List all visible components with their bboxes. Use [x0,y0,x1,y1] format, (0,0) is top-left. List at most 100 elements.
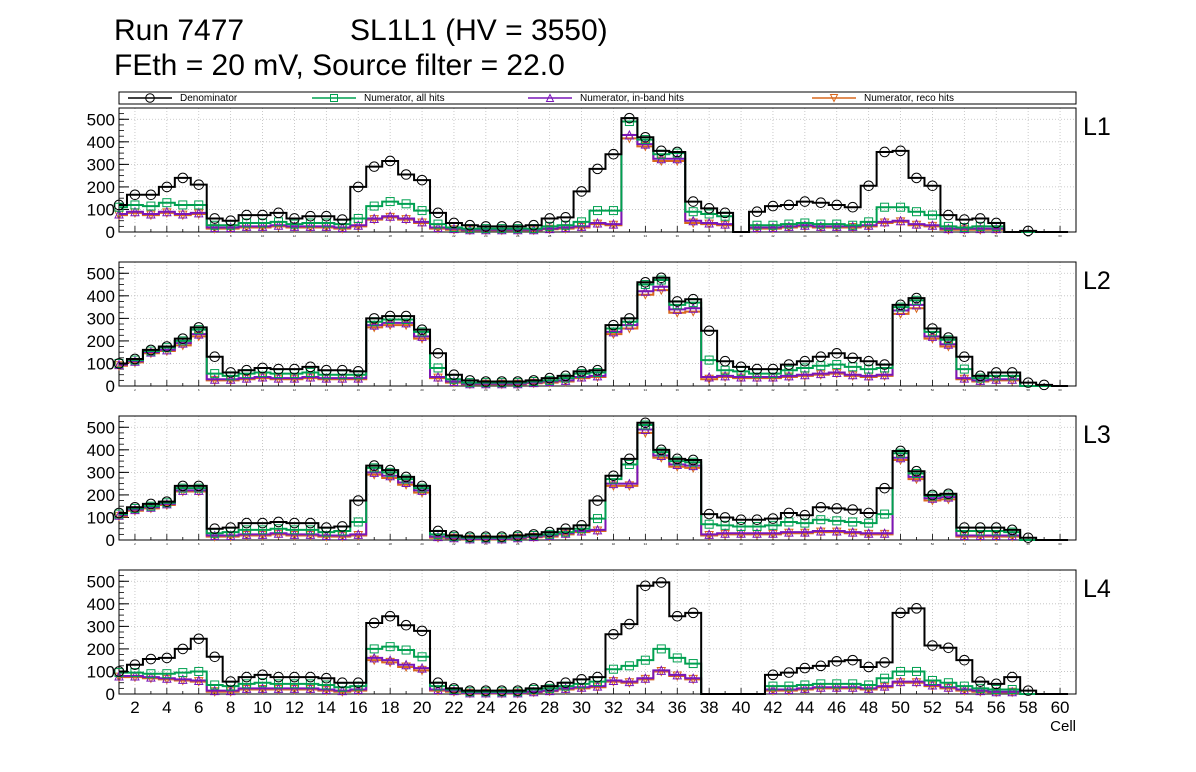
data-point [512,378,523,389]
data-point [193,209,204,220]
data-point [768,371,778,382]
data-point [161,652,173,664]
x-tick-label: 26 [516,388,520,392]
data-point [959,684,970,694]
data-point [768,528,778,538]
data-point [464,219,476,231]
legend-marker [545,93,555,102]
data-point [815,682,826,692]
data-point [368,460,380,471]
data-point [193,322,205,333]
data-point [990,678,1002,690]
data-point [289,679,299,689]
data-point [752,528,762,538]
data-point [592,682,603,693]
data-point [464,685,476,696]
x-tick-label: 42 [771,542,775,546]
data-point [369,201,379,211]
legend-entry: Numerator, reco hits [812,93,954,104]
data-point [289,529,300,539]
data-point [496,224,507,235]
data-point [162,673,172,683]
x-tick-label: 46 [835,388,839,392]
data-point [800,518,810,528]
data-point [911,474,922,485]
data-point [352,181,364,193]
data-point [337,222,348,232]
x-tick-label: 28 [540,698,559,717]
data-point [321,686,332,696]
data-point [768,681,778,691]
data-point [1007,374,1018,384]
data-point [209,213,220,224]
data-point [783,507,795,519]
data-point [608,478,619,489]
data-point [480,531,492,542]
data-point [385,317,395,328]
data-point [1006,524,1018,536]
data-point [815,221,826,231]
data-point [959,681,969,691]
data-point [784,370,794,381]
data-point [975,213,986,224]
data-point [305,367,315,377]
data-point [305,679,315,689]
data-point [640,276,651,288]
data-point [687,293,699,305]
x-tick-label: 10 [261,542,265,546]
data-point [544,223,555,234]
data-point [241,530,252,541]
data-point [273,220,284,230]
data-point [688,207,698,217]
x-tick-label: 6 [198,234,200,238]
x-tick-label: 56 [995,388,999,392]
data-point [879,369,890,380]
x-tick-label: 18 [381,698,400,717]
x-tick-label: 28 [548,388,552,392]
data-point [959,364,969,374]
data-point [703,325,715,337]
data-point [911,676,922,687]
data-point [241,684,252,695]
data-point [879,528,890,538]
data-point [927,334,938,344]
data-point [352,677,364,689]
x-tick-label: 12 [285,698,304,717]
data-point [895,215,906,226]
x-axis-label: Cell [1050,718,1076,735]
y-tick-label: 0 [106,531,115,550]
y-tick-label: 300 [87,617,115,636]
legend-label: Denominator [180,93,238,104]
y-tick-label: 100 [87,354,115,373]
x-tick-label: 34 [636,698,655,717]
data-point [624,453,635,465]
data-point [784,684,794,694]
data-point [687,607,699,619]
data-point [528,377,539,388]
data-point [273,207,284,219]
data-point [656,153,667,164]
data-point [130,668,140,678]
data-point [177,480,189,492]
series-denominator [113,577,1069,696]
x-tick-label: 10 [253,698,272,717]
data-point [608,677,619,687]
data-point [640,417,651,429]
data-point [369,655,380,666]
y-tick-label: 400 [87,595,115,614]
data-point [129,659,141,670]
data-point [990,367,1002,378]
data-point [943,209,954,221]
data-point [560,529,571,540]
data-point [688,460,699,471]
y-tick-label: 400 [87,441,115,460]
data-point [130,670,140,681]
data-point [592,495,603,506]
data-point [735,514,747,526]
data-point [385,470,395,481]
data-point [624,478,635,489]
data-point [385,212,395,223]
series-numerator-in-band-hits [114,652,1069,698]
data-point [496,533,507,544]
data-point [592,680,603,691]
